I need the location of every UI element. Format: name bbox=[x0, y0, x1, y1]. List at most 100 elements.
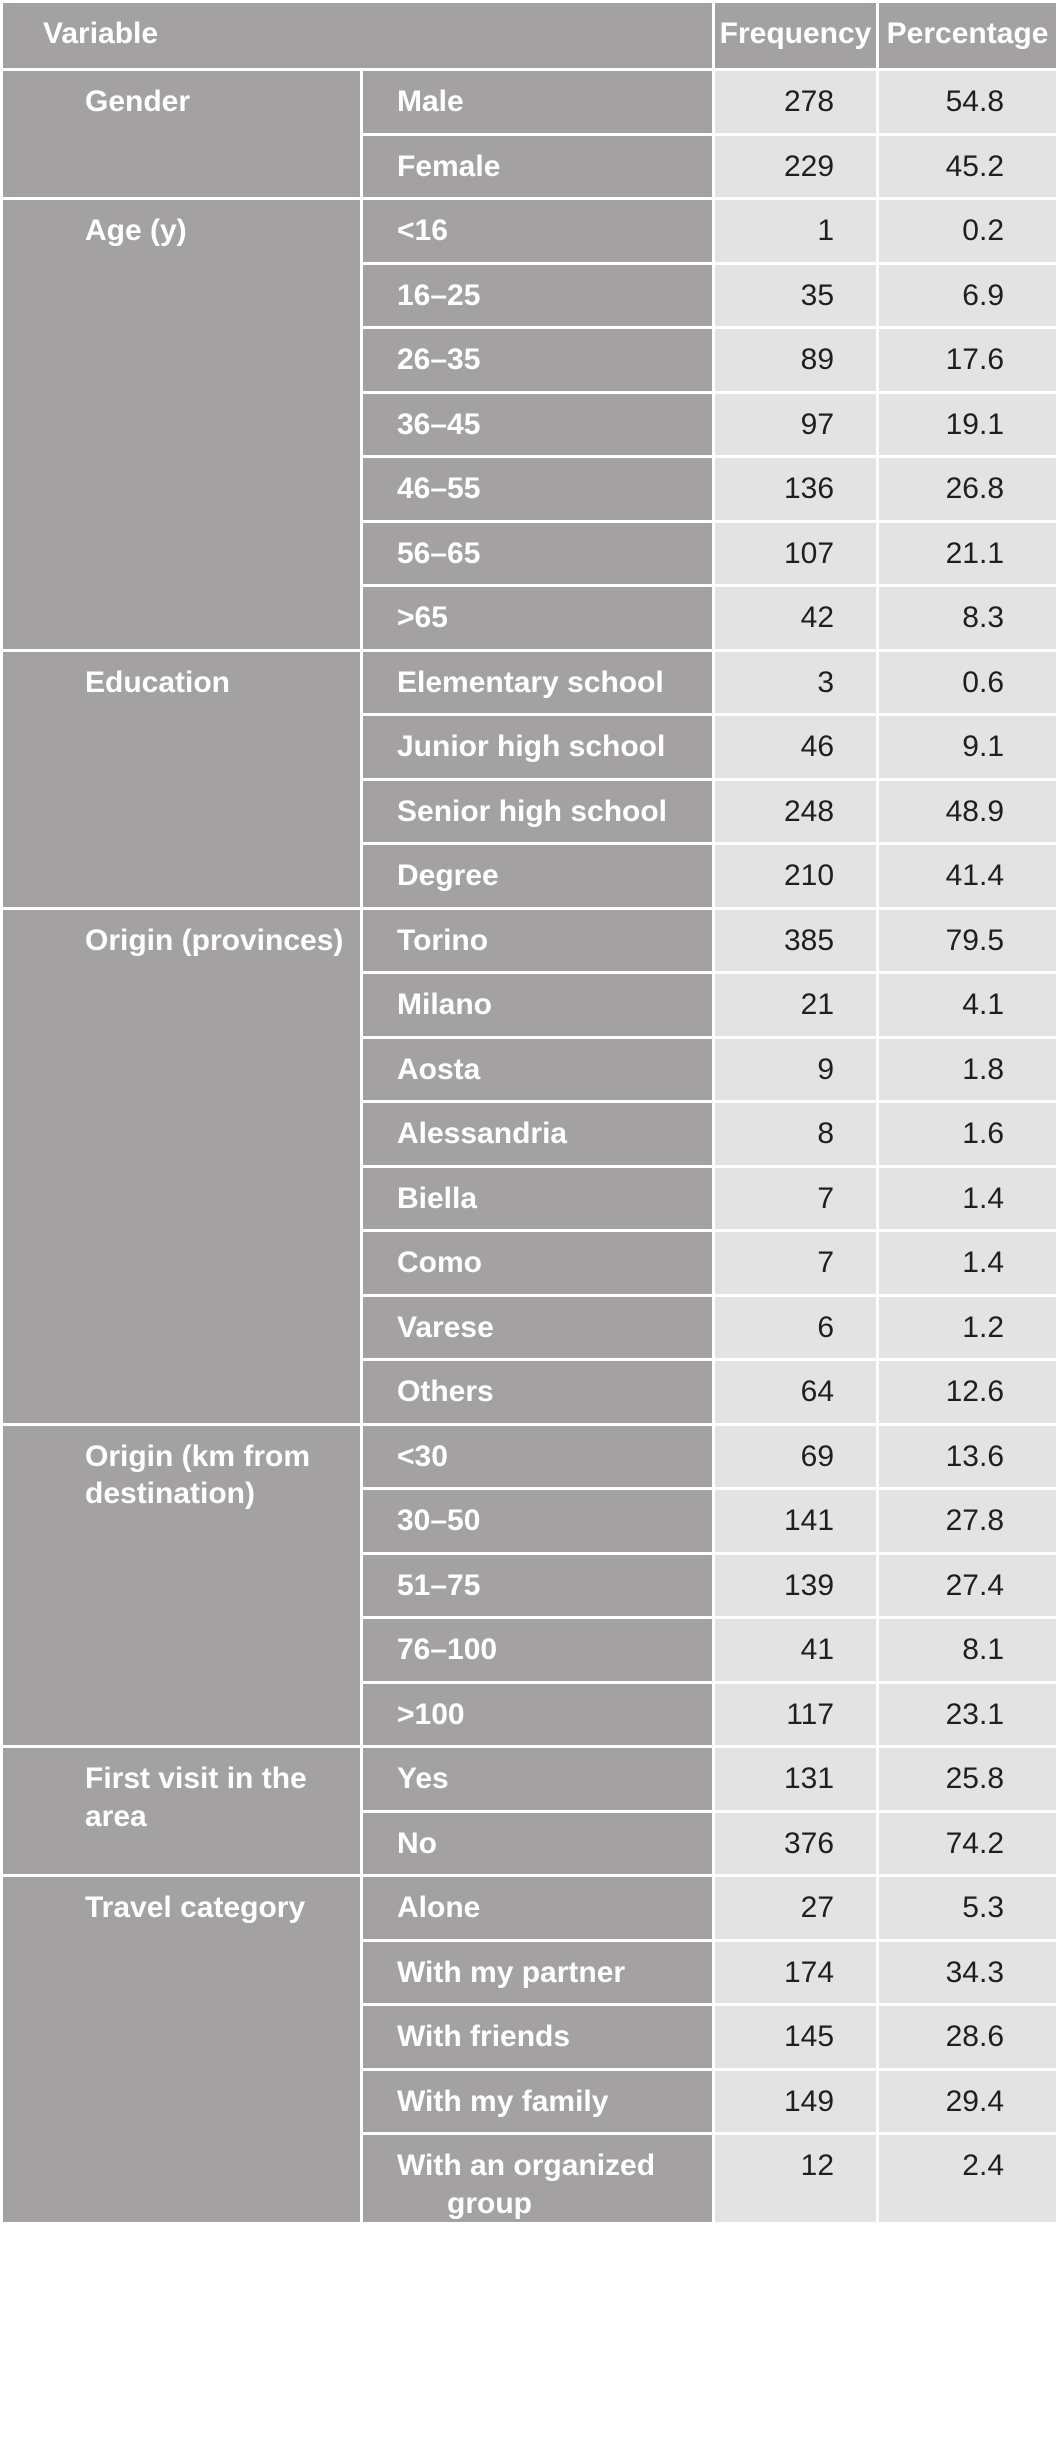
table-row: 46–55 136 26.8 bbox=[2, 455, 1056, 523]
percentage-cell: 34.3 bbox=[876, 1938, 1056, 2006]
variable-cell: First visit in the area bbox=[0, 1745, 363, 1877]
frequency-cell: 141 bbox=[712, 1487, 880, 1555]
frequency-cell: 6 bbox=[712, 1293, 880, 1361]
frequency-header: Frequency bbox=[712, 0, 880, 71]
respondent-profile-table: Variable Frequency Percentage Gender Mal… bbox=[0, 0, 1056, 2225]
frequency-cell: 64 bbox=[712, 1358, 880, 1426]
table-row: Senior high school 248 48.9 bbox=[2, 777, 1056, 845]
table-row: With my family 149 29.4 bbox=[2, 2067, 1056, 2135]
percentage-cell: 0.6 bbox=[876, 648, 1056, 716]
table-row: Alessandria 8 1.6 bbox=[2, 1100, 1056, 1168]
category-cell: Milano bbox=[359, 971, 716, 1039]
percentage-cell: 54.8 bbox=[876, 68, 1056, 136]
frequency-cell: 385 bbox=[712, 906, 880, 974]
category-cell: Junior high school bbox=[359, 713, 716, 781]
percentage-cell: 21.1 bbox=[876, 519, 1056, 587]
variable-cell: Gender bbox=[0, 68, 363, 200]
category-cell: >65 bbox=[359, 584, 716, 652]
category-cell: Male bbox=[359, 68, 716, 136]
percentage-cell: 26.8 bbox=[876, 455, 1056, 523]
table-row: Biella 7 1.4 bbox=[2, 1164, 1056, 1232]
table-row: First visit in the area Yes 131 25.8 bbox=[0, 1745, 1056, 1877]
percentage-cell: 79.5 bbox=[876, 906, 1056, 974]
percentage-cell: 19.1 bbox=[876, 390, 1056, 458]
table-row: Others 64 12.6 bbox=[2, 1358, 1056, 1426]
frequency-cell: 35 bbox=[712, 261, 880, 329]
percentage-cell: 23.1 bbox=[876, 1680, 1056, 1748]
percentage-cell: 1.4 bbox=[876, 1229, 1056, 1297]
percentage-cell: 2.4 bbox=[876, 2132, 1056, 2225]
frequency-cell: 145 bbox=[712, 2003, 880, 2071]
variable-header: Variable bbox=[0, 0, 716, 71]
table-row: With my partner 174 34.3 bbox=[2, 1938, 1056, 2006]
category-line-1: With an organized bbox=[397, 2149, 656, 2182]
frequency-cell: 1 bbox=[712, 197, 880, 265]
table-row: Junior high school 46 9.1 bbox=[2, 713, 1056, 781]
category-cell: 46–55 bbox=[359, 455, 716, 523]
category-line-2: group bbox=[447, 2186, 532, 2220]
category-cell: Varese bbox=[359, 1293, 716, 1361]
category-cell: 76–100 bbox=[359, 1616, 716, 1684]
frequency-cell: 97 bbox=[712, 390, 880, 458]
percentage-cell: 9.1 bbox=[876, 713, 1056, 781]
percentage-cell: 8.1 bbox=[876, 1616, 1056, 1684]
category-cell: Female bbox=[359, 132, 716, 200]
table-row: 76–100 41 8.1 bbox=[2, 1616, 1056, 1684]
variable-cell: Education bbox=[0, 648, 363, 910]
table-row: 26–35 89 17.6 bbox=[2, 326, 1056, 394]
table-row: Travel category Alone 27 5.3 bbox=[0, 1874, 1056, 2225]
category-cell: Senior high school bbox=[359, 777, 716, 845]
percentage-cell: 28.6 bbox=[876, 2003, 1056, 2071]
frequency-cell: 149 bbox=[712, 2067, 880, 2135]
category-cell: 30–50 bbox=[359, 1487, 716, 1555]
table-row: Gender Male 278 54.8 bbox=[0, 68, 1056, 200]
frequency-cell: 9 bbox=[712, 1035, 880, 1103]
table-row: Aosta 9 1.8 bbox=[2, 1035, 1056, 1103]
table-row: >100 117 23.1 bbox=[2, 1680, 1056, 1748]
frequency-cell: 27 bbox=[712, 1874, 880, 1942]
frequency-cell: 229 bbox=[712, 132, 880, 200]
category-cell: <16 bbox=[359, 197, 716, 265]
category-cell: With an organized group bbox=[359, 2132, 716, 2225]
percentage-cell: 6.9 bbox=[876, 261, 1056, 329]
category-cell: Biella bbox=[359, 1164, 716, 1232]
table-row: Milano 21 4.1 bbox=[2, 971, 1056, 1039]
category-cell: <30 bbox=[359, 1422, 716, 1490]
percentage-cell: 1.6 bbox=[876, 1100, 1056, 1168]
percentage-cell: 41.4 bbox=[876, 842, 1056, 910]
category-cell: 16–25 bbox=[359, 261, 716, 329]
percentage-header: Percentage bbox=[876, 0, 1056, 71]
percentage-cell: 1.2 bbox=[876, 1293, 1056, 1361]
table-row: 16–25 35 6.9 bbox=[2, 261, 1056, 329]
percentage-cell: 27.8 bbox=[876, 1487, 1056, 1555]
percentage-cell: 17.6 bbox=[876, 326, 1056, 394]
variable-cell: Travel category bbox=[0, 1874, 363, 2225]
frequency-cell: 210 bbox=[712, 842, 880, 910]
percentage-cell: 1.4 bbox=[876, 1164, 1056, 1232]
variable-cell: Origin (km from destination) bbox=[0, 1422, 363, 1748]
category-cell: 56–65 bbox=[359, 519, 716, 587]
frequency-cell: 139 bbox=[712, 1551, 880, 1619]
header-row: Variable Frequency Percentage bbox=[0, 0, 1056, 71]
category-cell: Others bbox=[359, 1358, 716, 1426]
category-cell: Degree bbox=[359, 842, 716, 910]
table-row: 30–50 141 27.8 bbox=[2, 1487, 1056, 1555]
frequency-cell: 21 bbox=[712, 971, 880, 1039]
frequency-cell: 12 bbox=[712, 2132, 880, 2225]
category-cell: Torino bbox=[359, 906, 716, 974]
percentage-cell: 12.6 bbox=[876, 1358, 1056, 1426]
percentage-cell: 5.3 bbox=[876, 1874, 1056, 1942]
table-row: With an organized group 12 2.4 bbox=[2, 2132, 1056, 2225]
percentage-cell: 25.8 bbox=[876, 1745, 1056, 1813]
frequency-cell: 7 bbox=[712, 1164, 880, 1232]
category-cell: Elementary school bbox=[359, 648, 716, 716]
variable-cell: Origin (provinces) bbox=[0, 906, 363, 1426]
category-cell: With my family bbox=[359, 2067, 716, 2135]
percentage-cell: 13.6 bbox=[876, 1422, 1056, 1490]
percentage-cell: 45.2 bbox=[876, 132, 1056, 200]
frequency-cell: 248 bbox=[712, 777, 880, 845]
frequency-cell: 89 bbox=[712, 326, 880, 394]
frequency-cell: 41 bbox=[712, 1616, 880, 1684]
frequency-cell: 46 bbox=[712, 713, 880, 781]
table-row: Education Elementary school 3 0.6 bbox=[0, 648, 1056, 910]
